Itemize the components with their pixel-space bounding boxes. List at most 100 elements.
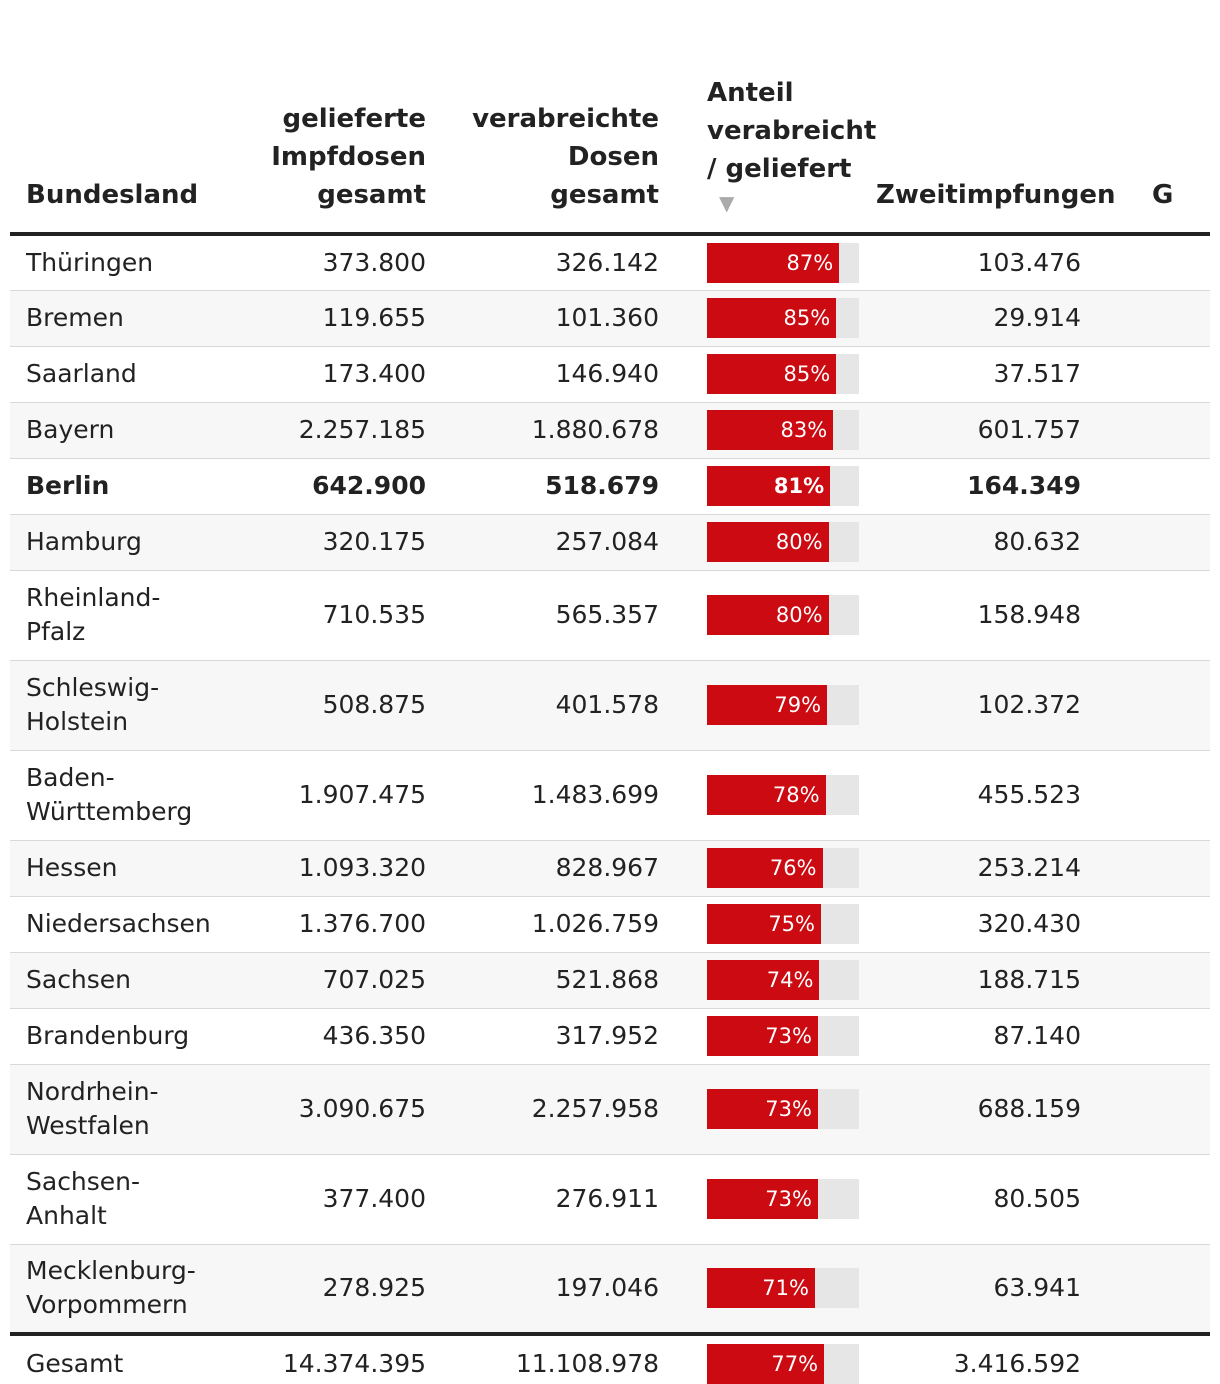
share-bar-track: 76% — [707, 848, 859, 888]
administered-cell: 326.142 — [426, 234, 659, 291]
table-row: Mecklenburg- Vorpommern 278.925 197.046 71%… — [10, 1244, 1210, 1335]
bundesland-name: Bremen — [26, 303, 124, 332]
second-doses-cell: 455.523 — [876, 750, 1152, 841]
triangle-down-icon[interactable]: ▼ — [719, 191, 735, 215]
delivered-cell: 707.025 — [220, 952, 426, 1009]
delivered-cell: 2.257.185 — [220, 402, 426, 459]
bundesland-name: Nordrhein- Westfalen — [26, 1077, 159, 1140]
share-cell: 76% — [659, 840, 876, 897]
bundesland-cell: Hessen — [10, 840, 220, 897]
share-bar-track: 87% — [707, 242, 859, 283]
delivered-cell: 508.875 — [220, 660, 426, 751]
administered-cell: 257.084 — [426, 514, 659, 571]
share-cell: 71% — [659, 1244, 876, 1335]
share-bar-fill: 81% — [707, 466, 831, 506]
bundesland-cell: Saarland — [10, 346, 220, 403]
share-cell: 80% — [659, 570, 876, 661]
share-cell: 85% — [659, 290, 876, 347]
total-second-doses: 3.416.592 — [876, 1332, 1152, 1384]
share-label: 73% — [765, 1097, 812, 1121]
second-doses-cell: 158.948 — [876, 570, 1152, 661]
delivered-cell: 119.655 — [220, 290, 426, 347]
table-header-row: Bundesland gelieferte Impfdosen gesamt v… — [10, 0, 1210, 236]
share-cell: 83% — [659, 402, 876, 459]
table-row: Saarland 173.400 146.940 85% 37.517 — [10, 346, 1210, 403]
share-bar-track: 85% — [707, 298, 859, 338]
share-cell: 79% — [659, 660, 876, 751]
administered-cell: 518.679 — [426, 458, 659, 515]
bundesland-cell: Schleswig- Holstein — [10, 660, 220, 751]
bundesland-name: Thüringen — [26, 247, 154, 277]
share-label: 73% — [765, 1187, 812, 1211]
bundesland-cell: Bremen — [10, 290, 220, 347]
table-row: Brandenburg 436.350 317.952 73% 87.140 — [10, 1008, 1210, 1065]
bundesland-name: Bayern — [26, 415, 115, 444]
share-bar-fill: 87% — [707, 242, 840, 283]
delivered-cell: 1.907.475 — [220, 750, 426, 841]
share-bar-fill: 73% — [707, 1016, 818, 1056]
share-label: 78% — [772, 783, 820, 807]
bundesland-name: Niedersachsen — [26, 909, 211, 938]
total-share-cell: 77% — [659, 1332, 876, 1384]
administered-cell: 521.868 — [426, 952, 659, 1009]
delivered-cell: 320.175 — [220, 514, 426, 571]
share-label: 75% — [768, 912, 815, 936]
share-bar-fill: 83% — [707, 410, 834, 450]
table-row: Bremen 119.655 101.360 85% 29.914 — [10, 290, 1210, 347]
bundesland-cell: Nordrhein- Westfalen — [10, 1064, 220, 1155]
share-bar-track: 74% — [707, 960, 859, 1000]
delivered-cell: 3.090.675 — [220, 1064, 426, 1155]
table-row: Bayern 2.257.185 1.880.678 83% 601.757 — [10, 402, 1210, 459]
second-doses-cell: 63.941 — [876, 1244, 1152, 1335]
table-row: Berlin 642.900 518.679 81% 164.349 — [10, 458, 1210, 515]
administered-cell: 2.257.958 — [426, 1064, 659, 1155]
share-bar-fill: 79% — [707, 685, 828, 725]
administered-cell: 401.578 — [426, 660, 659, 751]
table-row: Schleswig- Holstein 508.875 401.578 79% 102.… — [10, 660, 1210, 751]
column-header-administered[interactable]: verabreichte Dosen gesamt — [426, 0, 659, 236]
share-cell: 80% — [659, 514, 876, 571]
delivered-cell: 278.925 — [220, 1244, 426, 1335]
share-bar-fill: 71% — [707, 1268, 815, 1309]
bundesland-name: Hamburg — [26, 527, 142, 556]
second-doses-cell: 80.505 — [876, 1154, 1152, 1245]
share-label: 79% — [774, 693, 822, 717]
bundesland-cell: Mecklenburg- Vorpommern — [10, 1244, 220, 1335]
column-header-delivered[interactable]: gelieferte Impfdosen gesamt — [220, 0, 426, 236]
share-bar-fill: 76% — [707, 848, 823, 888]
table-row: Nordrhein- Westfalen 3.090.675 2.257.958 73… — [10, 1064, 1210, 1155]
share-label: 87% — [786, 250, 834, 275]
bundesland-cell: Sachsen- Anhalt — [10, 1154, 220, 1245]
bundesland-cell: Berlin — [10, 458, 220, 515]
column-header-partial[interactable]: G — [1152, 0, 1210, 236]
share-bar-track: 73% — [707, 1179, 859, 1219]
total-row: Gesamt 14.374.395 11.108.978 77% 3.416.5… — [10, 1332, 1210, 1384]
table-row: Niedersachsen 1.376.700 1.026.759 75% 320.43… — [10, 896, 1210, 953]
share-cell: 73% — [659, 1064, 876, 1155]
total-delivered: 14.374.395 — [220, 1332, 426, 1384]
share-label: 73% — [765, 1024, 812, 1048]
column-header-bundesland[interactable]: Bundesland — [10, 0, 220, 236]
delivered-cell: 173.400 — [220, 346, 426, 403]
vaccination-table-container: Bundesland gelieferte Impfdosen gesamt v… — [10, 0, 1210, 1384]
administered-cell: 101.360 — [426, 290, 659, 347]
share-bar-fill: 78% — [707, 775, 826, 815]
share-label: 76% — [769, 856, 817, 880]
share-bar-track: 79% — [707, 685, 859, 725]
share-label: 85% — [783, 362, 831, 386]
share-bar-track: 73% — [707, 1016, 859, 1056]
delivered-cell: 642.900 — [220, 458, 426, 515]
column-header-share[interactable]: Anteil verabreicht / geliefert ▼ — [659, 0, 876, 236]
administered-cell: 828.967 — [426, 840, 659, 897]
total-label: Gesamt — [10, 1332, 220, 1384]
administered-cell: 146.940 — [426, 346, 659, 403]
share-label: 74% — [766, 968, 814, 992]
delivered-cell: 377.400 — [220, 1154, 426, 1245]
column-header-second-doses[interactable]: Zweitimpfungen — [876, 0, 1152, 236]
share-cell: 85% — [659, 346, 876, 403]
share-bar-fill: 80% — [707, 595, 829, 635]
bundesland-cell: Bayern — [10, 402, 220, 459]
second-doses-cell: 688.159 — [876, 1064, 1152, 1155]
delivered-cell: 1.093.320 — [220, 840, 426, 897]
total-administered: 11.108.978 — [426, 1332, 659, 1384]
